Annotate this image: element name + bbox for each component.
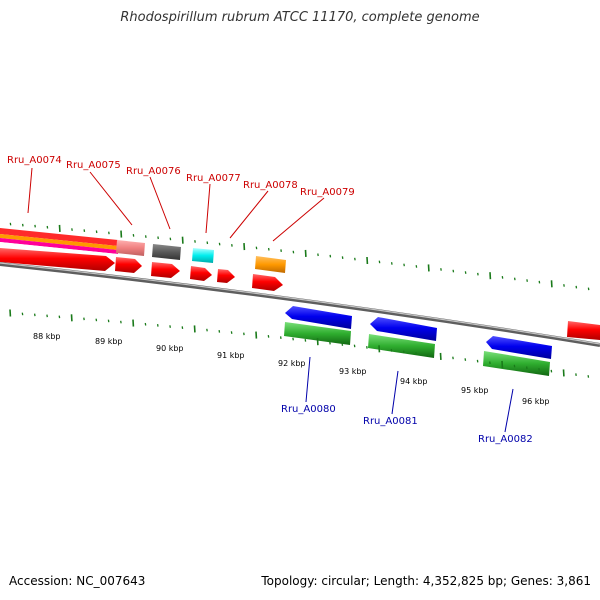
gene-arrow-red [217,269,235,283]
gene-arrow-red [0,248,115,271]
gene-block-orange [255,256,286,273]
gene-labels: Rru_A0074 Rru_A0075 Rru_A0076 Rru_A0077 … [7,155,533,445]
gene-arrow-red [252,274,283,291]
kbp-label: 92 kbp [278,359,306,368]
gene-label: Rru_A0078 [243,180,298,191]
kbp-label: 96 kbp [522,397,550,406]
gene-block-red-right [567,321,600,340]
gene-label: Rru_A0074 [7,155,62,166]
gene-label: Rru_A0079 [300,187,355,198]
gene-arrow-red [190,266,212,281]
gene-block-cyan [192,248,214,263]
kbp-labels: 88 kbp 89 kbp 90 kbp 91 kbp 92 kbp 93 kb… [33,332,550,406]
gene-block-green [368,334,435,358]
kbp-label: 88 kbp [33,332,61,341]
kbp-label: 90 kbp [156,344,184,353]
leader-lines [27,167,514,433]
left-feature-bands [0,228,118,256]
gene-arrow-blue [486,336,552,359]
gene-block-gray [152,244,181,260]
gene-label: Rru_A0076 [126,166,181,177]
map-title: Rhodospirillum rubrum ATCC 11170, comple… [120,10,480,25]
genome-summary-text: Topology: circular; Length: 4,352,825 bp… [261,574,591,588]
gene-label: Rru_A0075 [66,160,121,171]
upper-tick-row [9,222,590,291]
gene-arrow-blue [370,317,437,341]
kbp-label: 95 kbp [461,386,489,395]
gene-label: Rru_A0080 [281,404,336,415]
gene-block-green [483,351,550,376]
reverse-genes [284,306,552,376]
accession-text: Accession: NC_007643 [9,574,146,588]
genome-backbone [0,262,600,347]
gene-arrow-blue [285,306,352,329]
forward-genes [0,248,600,340]
kbp-label: 94 kbp [400,377,428,386]
lower-tick-row [9,309,590,378]
kbp-label: 91 kbp [217,351,245,360]
kbp-label: 89 kbp [95,337,123,346]
gene-block-pink [116,240,145,256]
gene-arrow-red [151,262,180,278]
gene-label: Rru_A0077 [186,173,241,184]
gene-label: Rru_A0081 [363,416,418,427]
gene-arrow-red [115,257,142,273]
kbp-label: 93 kbp [339,367,367,376]
gene-label: Rru_A0082 [478,434,533,445]
gene-block-green [284,322,351,345]
